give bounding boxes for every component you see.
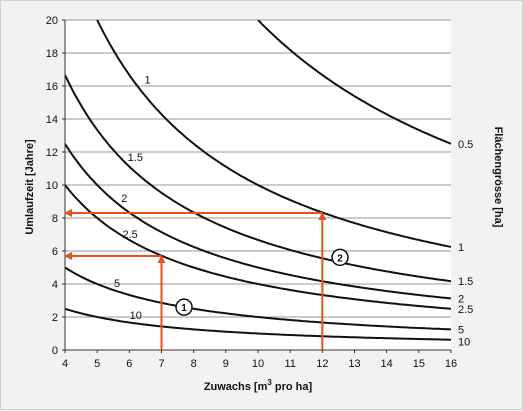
curve-2_5 xyxy=(65,184,451,310)
x-tick-label: 7 xyxy=(158,358,164,370)
y-tick-label: 18 xyxy=(46,48,58,60)
example-marker-circle xyxy=(331,248,349,267)
curve-label-right: 1 xyxy=(458,242,464,254)
x-tick-label: 13 xyxy=(348,358,360,370)
curve-1_5 xyxy=(65,74,451,283)
y-tick-label: 12 xyxy=(46,147,58,159)
y-tick-label: 2 xyxy=(52,312,58,324)
y-axis-title: Umlaufzeit [Jahre] xyxy=(24,139,36,235)
example-arrows: 12 xyxy=(64,209,349,350)
x-tick-label: 12 xyxy=(316,358,328,370)
curve-5 xyxy=(65,266,451,331)
x-tick-label: 9 xyxy=(223,358,229,370)
right-axis-title: Flächengrösse [ha] xyxy=(492,127,504,228)
x-tick-label: 6 xyxy=(126,358,132,370)
curve-label-right: 1.5 xyxy=(458,276,473,288)
curve-label-left: 5 xyxy=(114,278,120,290)
curve-label-right: 10 xyxy=(458,337,470,349)
x-tick-label: 5 xyxy=(94,358,100,370)
x-tick-label: 11 xyxy=(284,358,295,370)
curve-label-left: 1.5 xyxy=(128,152,143,164)
x-axis-title-main: Zuwachs [m xyxy=(204,381,268,393)
x-tick-label: 4 xyxy=(62,358,68,370)
x-axis-title: Zuwachs [m3 pro ha] xyxy=(204,378,313,393)
y-tick-label: 14 xyxy=(46,114,58,126)
x-axis-title-sup: 3 xyxy=(267,378,272,387)
curve-label-right: 5 xyxy=(458,324,464,336)
curve-label-left: 10 xyxy=(130,310,142,322)
y-tick-label: 6 xyxy=(52,246,58,258)
example-marker-label: 2 xyxy=(337,253,343,264)
curve-label-left: 2.5 xyxy=(122,229,137,241)
x-axis-title-rest: pro ha] xyxy=(272,381,313,393)
y-tick-label: 0 xyxy=(52,345,58,357)
x-tick-label: 16 xyxy=(445,358,457,370)
curve-label-left: 2 xyxy=(121,193,127,205)
example-marker-label: 1 xyxy=(181,303,187,314)
curve-label-left: 1 xyxy=(145,75,151,87)
curve-label-right: 2.5 xyxy=(458,304,473,316)
curve-1 xyxy=(96,20,451,248)
x-tick-label: 10 xyxy=(252,358,264,370)
curve-label-right: 2 xyxy=(458,293,464,305)
y-tick-label: 20 xyxy=(46,15,58,27)
x-tick-label: 8 xyxy=(191,358,197,370)
x-tick-label: 15 xyxy=(413,358,425,370)
example-marker-circle xyxy=(175,298,193,316)
curve-10 xyxy=(65,307,451,341)
y-tick-label: 4 xyxy=(52,279,58,291)
curve-0_5 xyxy=(257,20,451,145)
y-tick-label: 8 xyxy=(52,213,58,225)
curve-label-right: 0.5 xyxy=(458,139,473,151)
y-tick-label: 10 xyxy=(46,180,58,192)
x-tick-label: 14 xyxy=(381,358,393,370)
y-tick-label: 16 xyxy=(46,81,58,93)
